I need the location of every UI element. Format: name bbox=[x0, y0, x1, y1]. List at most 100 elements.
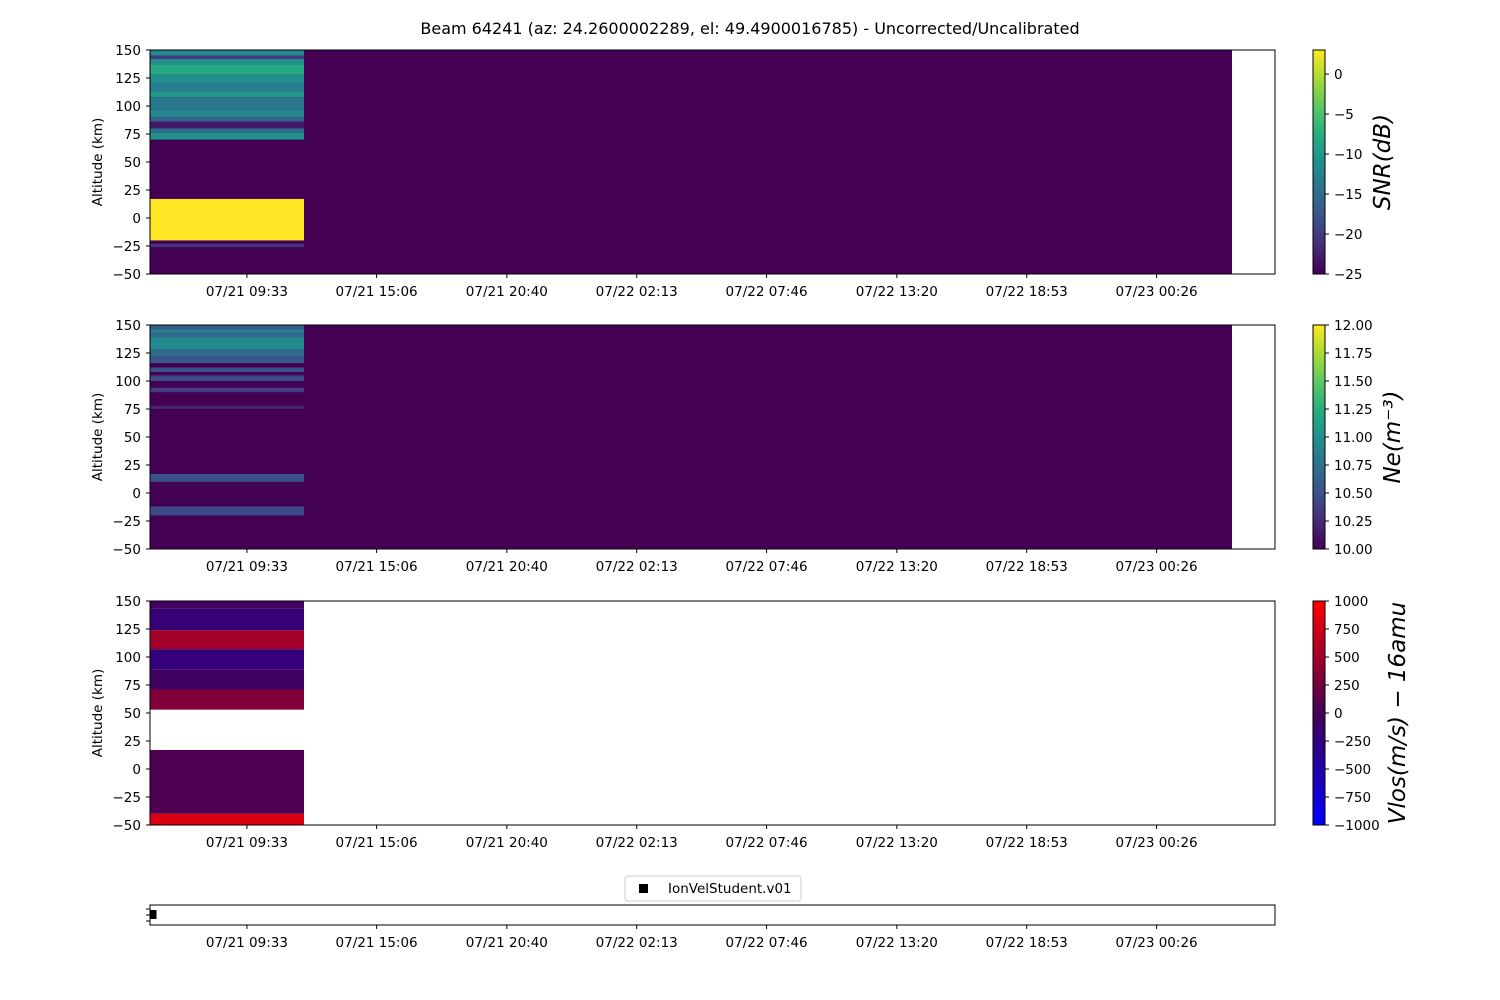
colorbar-tick-label: 12.00 bbox=[1334, 318, 1373, 334]
y-tick-label: 125 bbox=[115, 622, 141, 638]
x-tick-label: 07/22 13:20 bbox=[856, 559, 938, 575]
colorbar-tick-label: −20 bbox=[1334, 227, 1363, 243]
x-tick-label: 07/22 13:20 bbox=[856, 835, 938, 851]
panel-ne: 150 125 100 75 50 25 0 −25 −50 Altitude (km) 07/21… bbox=[90, 318, 1276, 575]
x-tick-label: 07/22 18:53 bbox=[986, 835, 1068, 851]
y-tick-label: −25 bbox=[113, 239, 142, 255]
colorbar-tick-label: −15 bbox=[1334, 187, 1363, 203]
x-tick-label: 07/22 07:46 bbox=[726, 935, 808, 951]
heatmap-cell bbox=[150, 91, 304, 98]
colorbar-tick-label: 11.00 bbox=[1334, 430, 1373, 446]
x-tick-label: 07/21 20:40 bbox=[466, 935, 548, 951]
heatmap-cell bbox=[150, 601, 304, 609]
y-tick-label: 75 bbox=[124, 402, 141, 418]
y-tick-label: −50 bbox=[113, 542, 142, 558]
x-tick-label: 07/21 15:06 bbox=[336, 284, 418, 300]
heatmap-cell bbox=[150, 243, 304, 248]
colorbar-tick-label: −10 bbox=[1334, 147, 1363, 163]
colorbar-tick-label: −750 bbox=[1334, 790, 1371, 806]
heatmap-cell bbox=[150, 367, 304, 373]
y-tick-label: 50 bbox=[124, 430, 141, 446]
x-tick-label: 07/21 15:06 bbox=[336, 835, 418, 851]
heatmap-cell bbox=[150, 109, 304, 118]
x-tick-label: 07/21 15:06 bbox=[336, 559, 418, 575]
heatmap-cell bbox=[150, 405, 304, 409]
heatmap-cell bbox=[150, 387, 304, 393]
colorbar-vlos: 1000 750 500 250 0 −250 −500 −750 −1000 Vlos(m/s)… bbox=[1312, 594, 1411, 834]
colorbar-ne: 12.00 11.75 11.50 11.25 11.00 10.75 10.50 10.25… bbox=[1312, 318, 1406, 558]
colorbar-gradient bbox=[1312, 600, 1326, 826]
x-tick-label: 07/22 07:46 bbox=[726, 835, 808, 851]
y-tick-label: −50 bbox=[113, 818, 142, 834]
y-tick-label: 100 bbox=[115, 650, 141, 666]
legend: IonVelStudent.v01 bbox=[624, 875, 802, 902]
y-tick-label: 75 bbox=[124, 678, 141, 694]
heatmap-background bbox=[150, 325, 1232, 549]
heatmap-cell bbox=[150, 506, 304, 516]
heatmap-cell bbox=[150, 689, 304, 710]
x-tick-label: 07/21 20:40 bbox=[466, 559, 548, 575]
y-tick-label: −25 bbox=[113, 514, 142, 530]
x-tick-label: 07/22 18:53 bbox=[986, 935, 1068, 951]
colorbar-tick-label: −500 bbox=[1334, 762, 1371, 778]
heatmap-background bbox=[150, 50, 1232, 274]
colorbar-label: Ne(m⁻³) bbox=[1380, 390, 1406, 483]
y-tick-label: 75 bbox=[124, 127, 141, 143]
colorbar-snr: 0 −5 −10 −15 −20 −25 SNR(dB) bbox=[1312, 49, 1396, 283]
x-tick-label: 07/23 00:26 bbox=[1116, 835, 1198, 851]
x-tick-label: 07/23 00:26 bbox=[1116, 284, 1198, 300]
y-tick-label: 50 bbox=[124, 155, 141, 171]
y-tick-label: 25 bbox=[124, 183, 141, 199]
colorbar-tick-label: 250 bbox=[1334, 678, 1360, 694]
heatmap-cell bbox=[150, 58, 304, 65]
panel-snr: 150 125 100 75 50 25 0 −25 −50 Altitude (km) 07/21… bbox=[90, 43, 1276, 300]
x-tick-label: 07/23 00:26 bbox=[1116, 559, 1198, 575]
heatmap-cell bbox=[150, 121, 304, 129]
panel-status: 07/21 09:33 07/21 15:06 07/21 20:40 07/22 0… bbox=[146, 904, 1276, 951]
colorbar-label: Vlos(m/s) − 16amu bbox=[1385, 602, 1411, 825]
colorbar-tick-label: −5 bbox=[1334, 107, 1354, 123]
status-marker bbox=[150, 910, 157, 919]
x-tick-label: 07/23 00:26 bbox=[1116, 935, 1198, 951]
colorbar-tick-label: 0 bbox=[1334, 67, 1343, 83]
x-tick-label: 07/22 02:13 bbox=[596, 935, 678, 951]
heatmap-cell bbox=[150, 117, 304, 122]
heatmap-cell bbox=[150, 329, 304, 333]
x-tick-label: 07/22 13:20 bbox=[856, 935, 938, 951]
y-axis-label: Altitude (km) bbox=[90, 393, 106, 482]
heatmap-cell bbox=[150, 356, 304, 364]
heatmap-cell bbox=[150, 128, 304, 133]
x-tick-label: 07/21 09:33 bbox=[206, 559, 288, 575]
colorbar-tick-label: 500 bbox=[1334, 650, 1360, 666]
x-tick-label: 07/21 09:33 bbox=[206, 935, 288, 951]
y-tick-label: 0 bbox=[132, 486, 141, 502]
legend-label: IonVelStudent.v01 bbox=[668, 881, 792, 897]
legend-box bbox=[624, 875, 802, 902]
y-tick-label: 50 bbox=[124, 706, 141, 722]
x-tick-label: 07/21 20:40 bbox=[466, 835, 548, 851]
y-tick-label: 25 bbox=[124, 734, 141, 750]
y-tick-label: −25 bbox=[113, 790, 142, 806]
y-tick-label: 100 bbox=[115, 99, 141, 115]
colorbar-label: SNR(dB) bbox=[1370, 114, 1396, 210]
x-tick-label: 07/22 07:46 bbox=[726, 284, 808, 300]
colorbar-gradient bbox=[1312, 49, 1326, 275]
heatmap-cell bbox=[150, 649, 304, 670]
heatmap-cell bbox=[150, 198, 304, 241]
heatmap-cell bbox=[150, 97, 304, 110]
y-tick-label: −50 bbox=[113, 267, 142, 283]
heatmap-cell bbox=[150, 349, 304, 357]
colorbar-tick-label: −250 bbox=[1334, 734, 1371, 750]
x-tick-label: 07/22 02:13 bbox=[596, 284, 678, 300]
y-tick-label: 150 bbox=[115, 318, 141, 334]
x-tick-label: 07/21 20:40 bbox=[466, 284, 548, 300]
colorbar-gradient bbox=[1312, 324, 1326, 550]
heatmap-cell bbox=[150, 332, 304, 338]
colorbar-tick-label: 10.50 bbox=[1334, 486, 1373, 502]
y-tick-label: 125 bbox=[115, 346, 141, 362]
x-tick-label: 07/22 18:53 bbox=[986, 284, 1068, 300]
heatmap-cell bbox=[150, 83, 304, 92]
colorbar-tick-label: 11.75 bbox=[1334, 346, 1373, 362]
axes-frame bbox=[149, 600, 1276, 826]
